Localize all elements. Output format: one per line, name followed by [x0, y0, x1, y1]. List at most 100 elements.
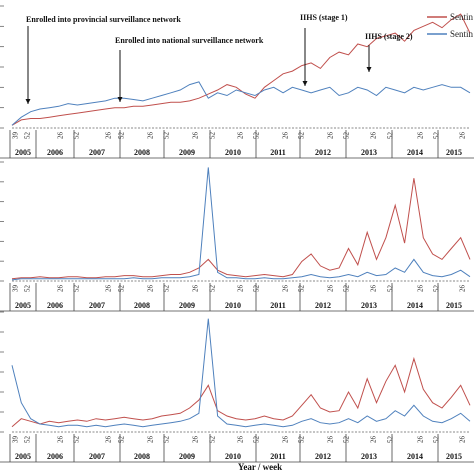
- week-tick-label: 52: [163, 285, 171, 293]
- year-label: 2013: [361, 301, 377, 310]
- week-tick-label: 52: [298, 285, 306, 293]
- week-tick-label: 26: [192, 436, 200, 444]
- week-tick-label: 52: [24, 285, 32, 293]
- week-tick-label: 52: [24, 132, 32, 140]
- week-tick-label: 26: [327, 132, 335, 140]
- panel-1: 39 52 26 52 26 52 26 52 26 52 26 52 26 52 26 52 26 52 26 52…: [0, 5, 474, 159]
- week-tick-label: 26: [237, 285, 245, 293]
- week-tick-label: 26: [105, 436, 113, 444]
- week-tick-label: 26: [57, 132, 65, 140]
- week-tick-label: 52: [73, 285, 81, 293]
- week-tick-label: 52: [343, 132, 351, 140]
- year-label: 2009: [179, 148, 195, 157]
- week-tick-label: 26: [147, 285, 155, 293]
- year-label: 2014: [407, 452, 423, 461]
- week-tick-label: 52: [387, 132, 395, 140]
- year-label: 2015: [446, 301, 462, 310]
- week-tick-label: 26: [57, 436, 65, 444]
- week-tick-label: 26: [370, 436, 378, 444]
- week-tick-label: 52: [253, 285, 261, 293]
- series-line-blue: [11, 318, 471, 428]
- annotation-label: Enrolled into provincial surveillance ne…: [26, 15, 181, 24]
- year-label: 2013: [361, 452, 377, 461]
- week-tick-label: 26: [147, 436, 155, 444]
- year-label: 2009: [179, 452, 195, 461]
- year-label: 2006: [47, 452, 63, 461]
- week-tick-label: 52: [253, 436, 261, 444]
- week-tick-label: 26: [57, 285, 65, 293]
- year-label: 2010: [225, 301, 241, 310]
- week-tick-label: 26: [282, 436, 290, 444]
- week-tick-label: 26: [105, 132, 113, 140]
- annotation-label: Enrolled into national surveillance netw…: [115, 36, 264, 45]
- annotation-label: IIHS (stage 1): [300, 13, 348, 22]
- week-tick-label: 26: [282, 285, 290, 293]
- week-tick-label: 52: [163, 436, 171, 444]
- legend-label: Sentin: [450, 12, 474, 22]
- year-label: 2012: [315, 301, 331, 310]
- annotation-arrow-head: [302, 81, 308, 86]
- year-label: 2011: [270, 301, 286, 310]
- series-line-red: [11, 13, 471, 126]
- week-tick-label: 52: [118, 132, 126, 140]
- week-tick-label: 52: [343, 285, 351, 293]
- year-label: 2014: [407, 148, 423, 157]
- week-tick-label: 26: [192, 132, 200, 140]
- week-tick-label: 52: [433, 436, 441, 444]
- legend-label: Sentin: [450, 29, 474, 39]
- year-label: 2011: [270, 452, 286, 461]
- annotation-label: IIHS (stage 2): [365, 32, 413, 41]
- annotation-arrow-head: [117, 97, 123, 102]
- year-label: 2012: [315, 452, 331, 461]
- year-label: 2007: [89, 301, 105, 310]
- year-label: 2014: [407, 301, 423, 310]
- chart-panels: 39 52 26 52 26 52 26 52 26 52 26 52 26 52 26 52 26 52 26 52…: [0, 5, 474, 463]
- year-label: 2008: [134, 148, 150, 157]
- week-tick-label: 39: [12, 436, 20, 444]
- year-label: 2013: [361, 148, 377, 157]
- year-label: 2006: [47, 148, 63, 157]
- week-tick-label: 52: [253, 132, 261, 140]
- week-tick-label: 26: [282, 132, 290, 140]
- week-tick-label: 52: [298, 436, 306, 444]
- week-tick-label: 39: [12, 132, 20, 140]
- year-label: 2010: [225, 452, 241, 461]
- week-tick-label: 26: [459, 436, 467, 444]
- x-axis-label: Year / week: [238, 462, 282, 472]
- week-tick-label: 26: [459, 285, 467, 293]
- year-label: 2008: [134, 301, 150, 310]
- year-label: 2005: [15, 148, 31, 157]
- week-tick-label: 26: [105, 285, 113, 293]
- year-label: 2010: [225, 148, 241, 157]
- week-tick-label: 26: [147, 132, 155, 140]
- panel-3: 39 52 26 52 26 52 26 52 26 52 26 52 26 52 26 52 26 52 26 52…: [0, 311, 474, 463]
- year-label: 2005: [15, 301, 31, 310]
- week-tick-label: 52: [118, 436, 126, 444]
- week-tick-label: 52: [343, 436, 351, 444]
- week-tick-label: 52: [209, 436, 217, 444]
- week-tick-label: 52: [73, 132, 81, 140]
- year-label: 2015: [446, 452, 462, 461]
- series-line-blue: [11, 167, 471, 281]
- year-label: 2012: [315, 148, 331, 157]
- series-line-red: [11, 178, 471, 280]
- series-line-red: [11, 356, 471, 428]
- week-tick-label: 52: [433, 285, 441, 293]
- week-tick-label: 26: [370, 285, 378, 293]
- year-label: 2007: [89, 452, 105, 461]
- week-tick-label: 52: [387, 436, 395, 444]
- annotation-arrow-head: [25, 99, 31, 104]
- week-tick-label: 26: [327, 285, 335, 293]
- week-tick-label: 52: [209, 132, 217, 140]
- week-tick-label: 52: [118, 285, 126, 293]
- week-tick-label: 26: [459, 132, 467, 140]
- year-label: 2006: [47, 301, 63, 310]
- year-label: 2005: [15, 452, 31, 461]
- week-tick-label: 26: [237, 132, 245, 140]
- week-tick-label: 52: [298, 132, 306, 140]
- week-tick-label: 26: [192, 285, 200, 293]
- year-label: 2011: [270, 148, 286, 157]
- week-tick-label: 52: [73, 436, 81, 444]
- week-tick-label: 26: [417, 285, 425, 293]
